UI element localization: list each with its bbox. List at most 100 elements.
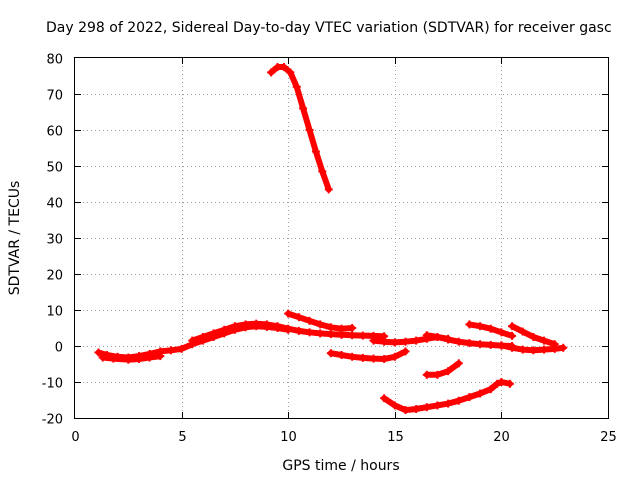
data-point [422, 331, 431, 340]
data-point [433, 333, 442, 341]
data-point [401, 406, 410, 415]
data-point [433, 370, 442, 379]
x-tick-label: 15 [387, 430, 404, 445]
series-line-arc-j [423, 360, 462, 378]
data-point [348, 331, 357, 340]
data-point [279, 63, 288, 71]
data-point [348, 352, 357, 361]
data-point [508, 343, 517, 352]
y-tick-label: 10 [46, 305, 63, 320]
data-point [422, 403, 431, 412]
data-point [454, 396, 463, 405]
data-point [252, 321, 261, 330]
data-point [369, 336, 378, 345]
y-tick-label: 30 [46, 233, 63, 248]
data-point [465, 393, 474, 402]
data-point [318, 167, 327, 176]
data-point [529, 346, 538, 355]
y-axis-title: SDTVAR / TECUs [7, 181, 23, 296]
data-point [273, 322, 282, 331]
data-point [476, 389, 485, 398]
data-point [508, 331, 517, 340]
y-tick-label: 20 [46, 269, 63, 284]
data-point [284, 309, 293, 318]
data-point [486, 324, 495, 333]
data-point [518, 327, 527, 336]
data-point [518, 345, 527, 354]
data-point [497, 328, 506, 337]
data-point [267, 68, 276, 77]
data-point [401, 337, 410, 346]
data-point [292, 82, 301, 91]
data-point [94, 348, 103, 357]
data-point [559, 343, 568, 352]
data-point [156, 352, 165, 361]
data-point [324, 185, 333, 194]
data-point [476, 322, 485, 331]
data-point [508, 322, 517, 331]
data-point [444, 335, 453, 344]
x-tick-label: 5 [178, 430, 186, 445]
data-point [311, 147, 320, 156]
data-point [262, 321, 271, 330]
data-point [380, 354, 389, 363]
data-point [348, 324, 357, 332]
chart-title: Day 298 of 2022, Sidereal Day-to-day VTE… [46, 20, 612, 36]
data-point [286, 68, 295, 77]
data-point [294, 326, 303, 335]
grid-layer [75, 58, 608, 418]
data-point [358, 353, 367, 362]
data-point [369, 354, 378, 363]
data-point [422, 370, 431, 379]
y-tick-label: 0 [55, 341, 63, 356]
x-tick-label: 25 [600, 430, 617, 445]
data-point [550, 340, 559, 349]
data-point [337, 351, 346, 359]
data-point [305, 126, 314, 134]
data-point [465, 339, 474, 348]
data-point [209, 331, 218, 340]
data-point [326, 349, 335, 358]
data-point [497, 378, 506, 386]
data-point [198, 333, 207, 341]
x-tick-label: 10 [280, 430, 297, 445]
data-point [316, 329, 325, 338]
data-point [505, 379, 514, 388]
data-point [390, 401, 399, 410]
data-point [145, 353, 154, 362]
data-point [326, 330, 335, 339]
y-tick-label: 40 [46, 197, 63, 212]
x-tick-label: 0 [71, 430, 79, 445]
data-point [358, 331, 367, 340]
data-point [316, 320, 325, 329]
y-tick-label: 80 [46, 53, 63, 68]
data-point [390, 352, 399, 361]
data-point [540, 345, 549, 354]
y-tick-label: -10 [42, 377, 63, 392]
data-point [230, 324, 239, 332]
data-point [284, 324, 293, 333]
data-point [444, 399, 453, 408]
data-point [337, 324, 346, 333]
series-layer [94, 63, 568, 415]
data-point [109, 354, 118, 363]
x-axis-title: GPS time / hours [282, 458, 399, 474]
data-point [390, 338, 399, 347]
data-point [188, 336, 197, 345]
data-point [412, 336, 421, 345]
data-point [299, 104, 308, 113]
data-point [486, 340, 495, 349]
data-point [486, 385, 495, 394]
data-point [412, 405, 421, 413]
x-tick-label: 20 [493, 430, 510, 445]
data-point [98, 353, 107, 362]
data-point [540, 336, 549, 345]
y-tick-label: 70 [46, 89, 63, 104]
data-point [493, 379, 502, 388]
data-point [220, 327, 229, 336]
data-point [401, 347, 410, 356]
data-point [134, 354, 143, 363]
data-point [294, 313, 303, 322]
y-tick-label: -20 [42, 413, 63, 428]
